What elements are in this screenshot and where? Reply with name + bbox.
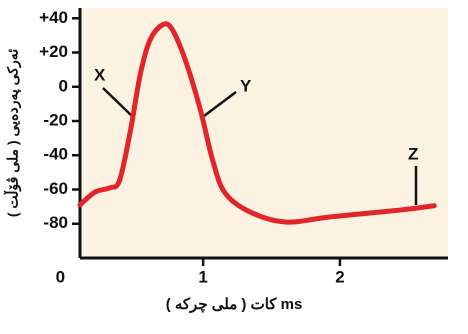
- y-tick-label: -80: [43, 213, 68, 232]
- x-tick-label: 1: [198, 267, 207, 286]
- y-tick-label: +20: [39, 42, 68, 61]
- y-tick-label: -40: [43, 145, 68, 164]
- plot-area: [80, 8, 448, 258]
- y-tick-label: 0: [59, 76, 68, 95]
- y-tick-label: +40: [39, 8, 68, 27]
- x-tick-label: 2: [335, 267, 344, 286]
- annotation-line: [102, 87, 135, 119]
- annotation: Y: [240, 76, 252, 95]
- y-tick-label: -60: [43, 179, 68, 198]
- x-tick-label: 0: [56, 267, 65, 286]
- y-tick-label: -20: [43, 110, 68, 129]
- line: [77, 21, 437, 225]
- annotation: Z: [408, 144, 418, 163]
- y-axis-label: ئەرکی پەردەیی ( ملی ڤۆڵت ): [3, 49, 22, 217]
- annotation-line: [203, 91, 237, 117]
- annotation: X: [94, 65, 106, 84]
- x-axis-label: کات ( ملی چرکە ) ms: [166, 296, 303, 313]
